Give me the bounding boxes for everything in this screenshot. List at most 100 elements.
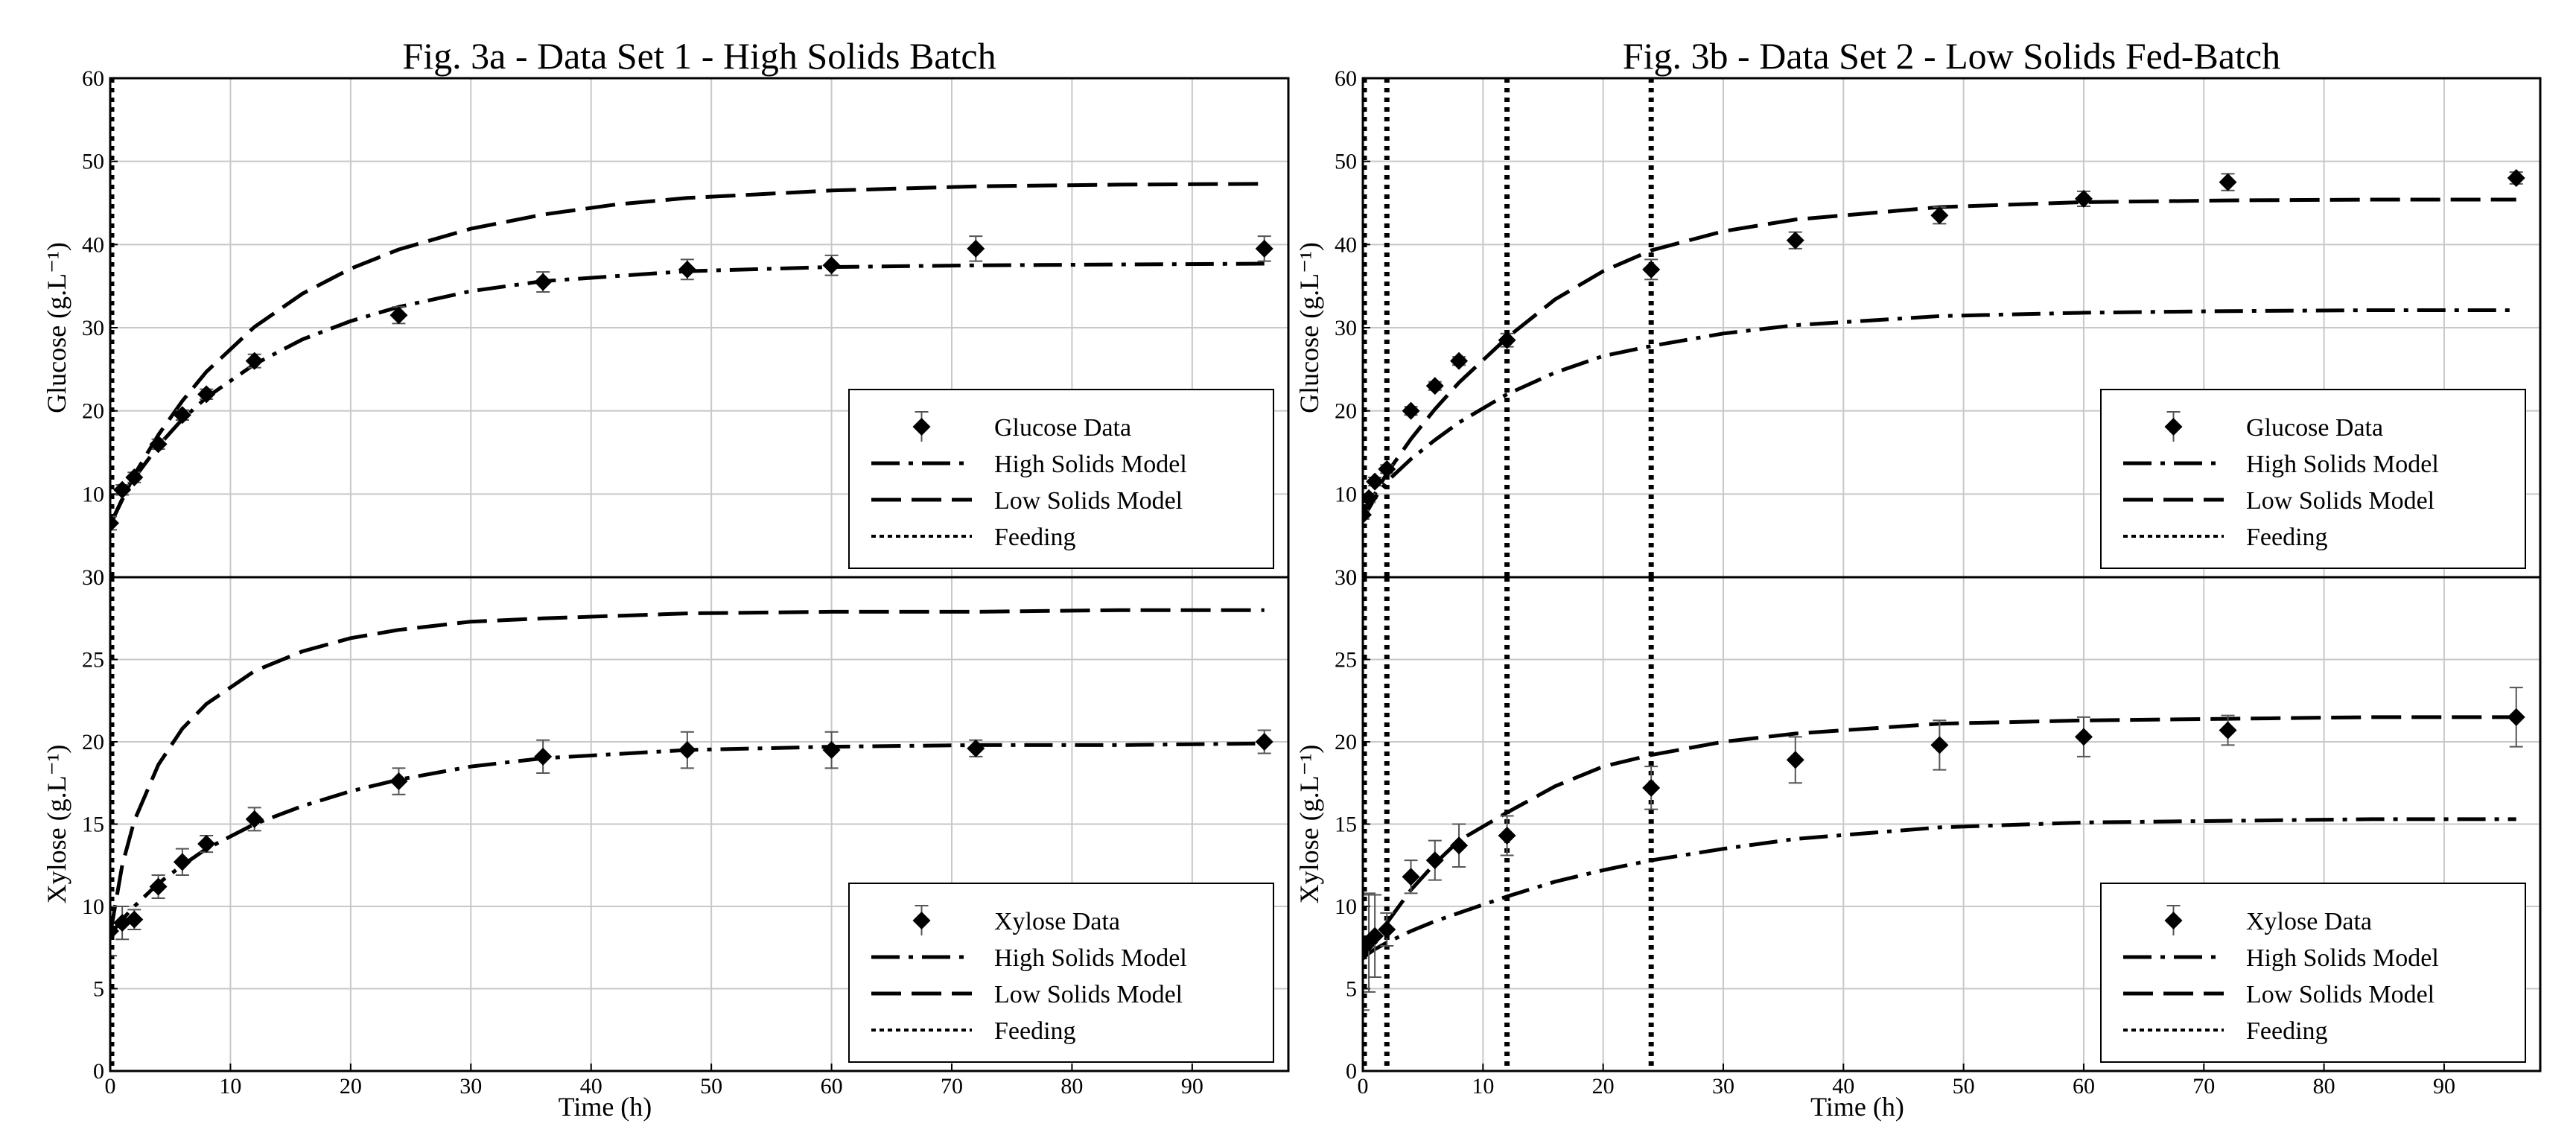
data-point <box>1363 506 1372 524</box>
x-tick-label: 70 <box>941 1074 963 1099</box>
data-point <box>125 468 144 486</box>
x-tick-label: 20 <box>340 1074 362 1099</box>
data-marker <box>822 256 841 275</box>
low-solids-model-line <box>110 608 1265 935</box>
data-point <box>2219 173 2237 191</box>
panel-border <box>1361 576 2542 1072</box>
x-tick-label: 40 <box>580 1074 602 1099</box>
y-tick-label: 15 <box>1335 813 1357 837</box>
data-marker <box>678 741 696 760</box>
data-marker <box>1425 851 1444 870</box>
data-marker <box>967 739 985 757</box>
data-marker <box>1363 489 1378 507</box>
data-marker <box>245 810 264 828</box>
legend-entry: Feeding <box>994 524 1076 551</box>
glucose-panel: 0 10 20 30 40 50 60 Glucose (g.L⁻¹) Glucose Data… <box>1294 66 2542 590</box>
y-tick-label: 5 <box>93 977 104 1002</box>
data-point <box>110 514 119 533</box>
legend-box <box>848 883 1274 1063</box>
data-point <box>113 480 132 499</box>
high-solids-model-line <box>1363 308 2516 521</box>
data-marker <box>173 406 191 425</box>
data-marker <box>197 835 216 854</box>
data-point <box>2074 189 2093 208</box>
data-point <box>197 834 216 854</box>
x-tick-label: 0 <box>1358 1074 1369 1099</box>
legend-entry: Feeding <box>2246 524 2328 551</box>
y-tick-label: 20 <box>1335 399 1357 424</box>
data-marker <box>197 385 216 404</box>
data-marker <box>1498 826 1516 845</box>
y-tick-label: 30 <box>1335 316 1357 340</box>
data-point <box>149 435 168 454</box>
data-marker <box>2507 169 2525 187</box>
y-axis-label: Xylose (g.L⁻¹) <box>1294 745 1324 904</box>
y-tick-label: 15 <box>82 813 104 837</box>
glucose-panel: 0 10 20 30 40 50 60 Glucose (g.L⁻¹) Glucose Data… <box>42 66 1290 590</box>
data-point <box>173 848 191 877</box>
y-tick-label: 60 <box>1335 66 1357 91</box>
data-marker <box>110 514 119 533</box>
legend-entry: Xylose Data <box>994 908 1120 935</box>
data-point <box>1366 894 1384 979</box>
y-tick-label: 40 <box>82 232 104 257</box>
legend-entry: Xylose Data <box>2246 908 2372 935</box>
data-point <box>173 406 191 425</box>
data-point <box>1363 892 1378 993</box>
data-point <box>2507 687 2525 748</box>
legend-entry: High Solids Model <box>2246 451 2439 478</box>
data-marker <box>245 352 264 370</box>
data-marker <box>1363 943 1372 962</box>
x-tick-label: 50 <box>700 1074 722 1099</box>
x-tick-label: 10 <box>1472 1074 1494 1099</box>
legend: Glucose Data High Solids Model Low Solids … <box>848 389 1274 569</box>
data-point <box>2074 716 2093 757</box>
data-marker <box>2219 173 2237 191</box>
legend-marker <box>912 418 931 436</box>
data-point <box>1255 729 1273 754</box>
legend-entry: Low Solids Model <box>994 487 1183 515</box>
y-tick-label: 30 <box>82 316 104 340</box>
data-marker <box>2074 728 2093 746</box>
data-point <box>1786 736 1804 784</box>
data-point <box>967 739 985 757</box>
data-marker <box>1642 260 1661 279</box>
x-tick-label: 80 <box>2313 1074 2335 1099</box>
data-point <box>678 731 696 769</box>
data-point <box>1498 331 1516 349</box>
data-point <box>1255 235 1273 262</box>
x-tick-label: 20 <box>1592 1074 1615 1099</box>
y-tick-label: 25 <box>1335 648 1357 673</box>
x-tick-label: 60 <box>2073 1074 2095 1099</box>
data-marker <box>113 480 132 499</box>
data-point <box>1930 719 1949 771</box>
plot-area <box>1363 78 2525 577</box>
data-point <box>1363 489 1378 507</box>
data-point <box>1498 815 1516 856</box>
plot-area <box>1363 577 2525 1071</box>
data-point <box>1402 859 1420 894</box>
high-solids-model-line <box>110 261 1265 526</box>
data-marker <box>1498 331 1516 349</box>
data-marker <box>125 910 144 929</box>
y-axis-label: Glucose (g.L⁻¹) <box>42 242 71 413</box>
data-point <box>1450 352 1469 370</box>
xylose-panel: 0 5 10 15 20 25 30 Xylose (g.L⁻¹) Xylose Data Hig… <box>42 565 1290 1084</box>
data-marker <box>534 747 553 766</box>
data-point <box>678 258 696 281</box>
data-marker <box>1425 377 1444 395</box>
legend: Xylose Data High Solids Model Low Solids M… <box>848 883 1274 1063</box>
y-tick-label: 10 <box>1335 482 1357 506</box>
legend-box <box>848 389 1274 569</box>
data-point <box>1402 401 1420 420</box>
legend-marker <box>2164 418 2183 436</box>
data-marker <box>1378 460 1396 478</box>
x-axis-label: Time (h) <box>1810 1092 1904 1122</box>
figure-3b: Fig. 3b - Data Set 2 - Low Solids Fed-Ba… <box>1294 35 2542 1122</box>
data-point <box>967 235 985 262</box>
data-marker <box>389 772 408 791</box>
data-point <box>110 906 119 957</box>
data-point <box>389 306 408 325</box>
data-marker <box>534 273 553 291</box>
